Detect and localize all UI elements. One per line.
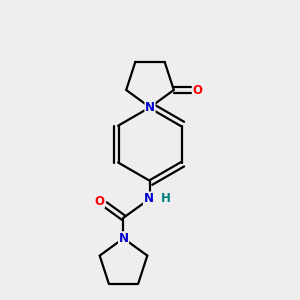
Text: N: N (145, 101, 155, 114)
Text: N: N (143, 192, 154, 205)
Text: H: H (161, 192, 171, 205)
Text: N: N (118, 232, 128, 245)
Text: O: O (94, 195, 104, 208)
Text: O: O (192, 83, 203, 97)
